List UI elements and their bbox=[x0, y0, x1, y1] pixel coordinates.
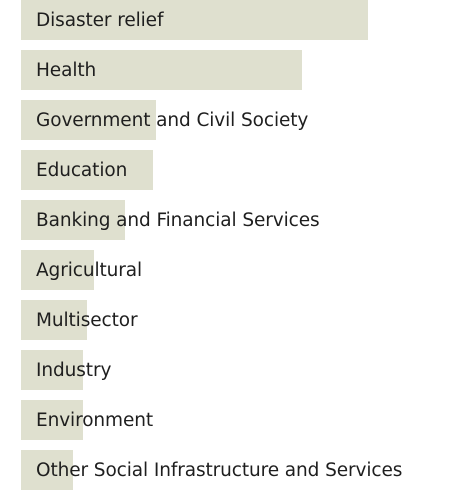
bar bbox=[21, 150, 153, 190]
bar-row: Disaster relief bbox=[21, 0, 461, 40]
bar bbox=[21, 450, 74, 490]
bar-row: Health bbox=[21, 50, 461, 90]
bar bbox=[21, 250, 94, 290]
bar-row: Education bbox=[21, 150, 461, 190]
bar bbox=[21, 400, 84, 440]
bar-row: Banking and Financial Services bbox=[21, 200, 461, 240]
category-label: Industry bbox=[36, 359, 112, 381]
bar-row: Other Social Infrastructure and Services bbox=[21, 450, 461, 490]
bar bbox=[21, 100, 157, 140]
bar-row: Multisector bbox=[21, 300, 461, 340]
category-label: Disaster relief bbox=[36, 9, 164, 31]
bar bbox=[21, 50, 303, 90]
category-label: Multisector bbox=[36, 309, 138, 331]
bar bbox=[21, 350, 84, 390]
category-label: Banking and Financial Services bbox=[36, 209, 320, 231]
category-label: Environment bbox=[36, 409, 154, 431]
category-label: Government and Civil Society bbox=[36, 109, 309, 131]
category-label: Health bbox=[36, 59, 97, 81]
bar bbox=[21, 200, 126, 240]
bar bbox=[21, 300, 87, 340]
bar-row: Environment bbox=[21, 400, 461, 440]
category-label: Agricultural bbox=[36, 259, 143, 281]
bar-row: Industry bbox=[21, 350, 461, 390]
bar-row: Agricultural bbox=[21, 250, 461, 290]
bar bbox=[21, 0, 368, 40]
bar-row: Government and Civil Society bbox=[21, 100, 461, 140]
category-label: Other Social Infrastructure and Services bbox=[36, 459, 403, 481]
category-label: Education bbox=[36, 159, 128, 181]
